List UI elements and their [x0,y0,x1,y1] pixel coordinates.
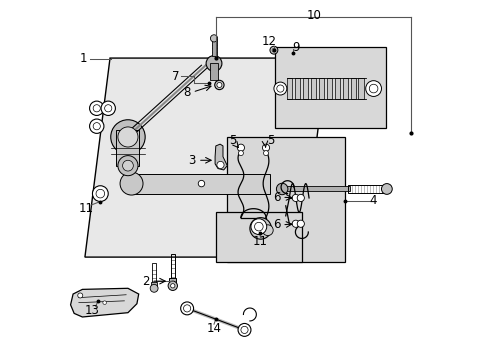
Circle shape [250,219,266,234]
Circle shape [381,184,391,194]
Bar [151,282,157,287]
Bar [342,78,347,99]
Circle shape [365,81,381,96]
Circle shape [263,150,268,156]
Circle shape [122,160,133,171]
Text: 6: 6 [272,218,280,231]
Circle shape [368,84,377,93]
Text: 5: 5 [229,134,236,147]
Circle shape [101,101,115,116]
Circle shape [89,101,104,116]
Circle shape [297,220,304,227]
Text: 6: 6 [272,191,280,204]
Polygon shape [274,47,386,128]
Bar [152,263,156,283]
Bar [210,63,217,80]
Bar [128,174,269,194]
Bar [302,78,307,99]
Circle shape [150,284,158,292]
Text: 13: 13 [84,304,100,317]
Circle shape [273,82,286,95]
Circle shape [206,55,222,71]
Polygon shape [215,144,227,170]
Circle shape [210,35,217,42]
Bar [358,78,363,99]
Circle shape [110,120,145,154]
Text: 2: 2 [142,275,149,288]
Text: 9: 9 [292,41,300,54]
Bar [116,130,139,166]
Text: 8: 8 [183,86,190,99]
Bar [350,78,355,99]
Bar [211,40,216,55]
Circle shape [118,127,138,147]
Circle shape [217,161,224,168]
Bar [169,278,176,283]
Circle shape [262,144,269,151]
Circle shape [183,305,190,312]
Bar [348,185,384,193]
Text: 10: 10 [305,9,321,22]
Circle shape [217,82,222,87]
Bar [318,78,323,99]
Circle shape [238,150,243,156]
Polygon shape [85,58,326,257]
Circle shape [170,284,175,288]
Circle shape [93,123,100,130]
Circle shape [276,183,287,195]
Circle shape [214,80,224,90]
Circle shape [241,326,247,333]
Circle shape [102,301,106,305]
Text: 12: 12 [262,35,277,48]
Bar [170,253,175,279]
Circle shape [104,105,112,112]
Circle shape [276,85,284,92]
Circle shape [254,222,263,231]
Circle shape [297,194,304,202]
Circle shape [238,323,250,336]
Circle shape [237,144,244,151]
Circle shape [249,218,271,239]
Text: 11: 11 [79,202,93,215]
Circle shape [93,105,100,112]
Bar [310,78,315,99]
Text: 14: 14 [206,322,221,335]
Circle shape [78,293,82,298]
Text: 5: 5 [266,134,273,147]
Circle shape [271,48,275,52]
Bar [284,186,349,192]
Bar [294,78,299,99]
Bar [326,78,331,99]
Text: 3: 3 [187,154,195,167]
Circle shape [292,220,299,227]
Circle shape [198,180,204,187]
Circle shape [92,186,108,202]
Text: 11: 11 [253,235,267,248]
Polygon shape [226,137,344,262]
Bar [286,78,291,99]
Bar [334,78,339,99]
Circle shape [120,172,142,195]
Circle shape [269,46,277,54]
Text: 7: 7 [172,69,179,82]
Circle shape [292,194,299,202]
Text: 4: 4 [368,194,376,207]
Polygon shape [70,288,139,317]
Circle shape [96,189,104,198]
Polygon shape [215,212,301,262]
Circle shape [180,302,193,315]
Circle shape [168,281,177,291]
Circle shape [89,119,104,134]
Circle shape [262,225,273,235]
Text: 1: 1 [80,52,87,65]
Circle shape [118,156,138,176]
